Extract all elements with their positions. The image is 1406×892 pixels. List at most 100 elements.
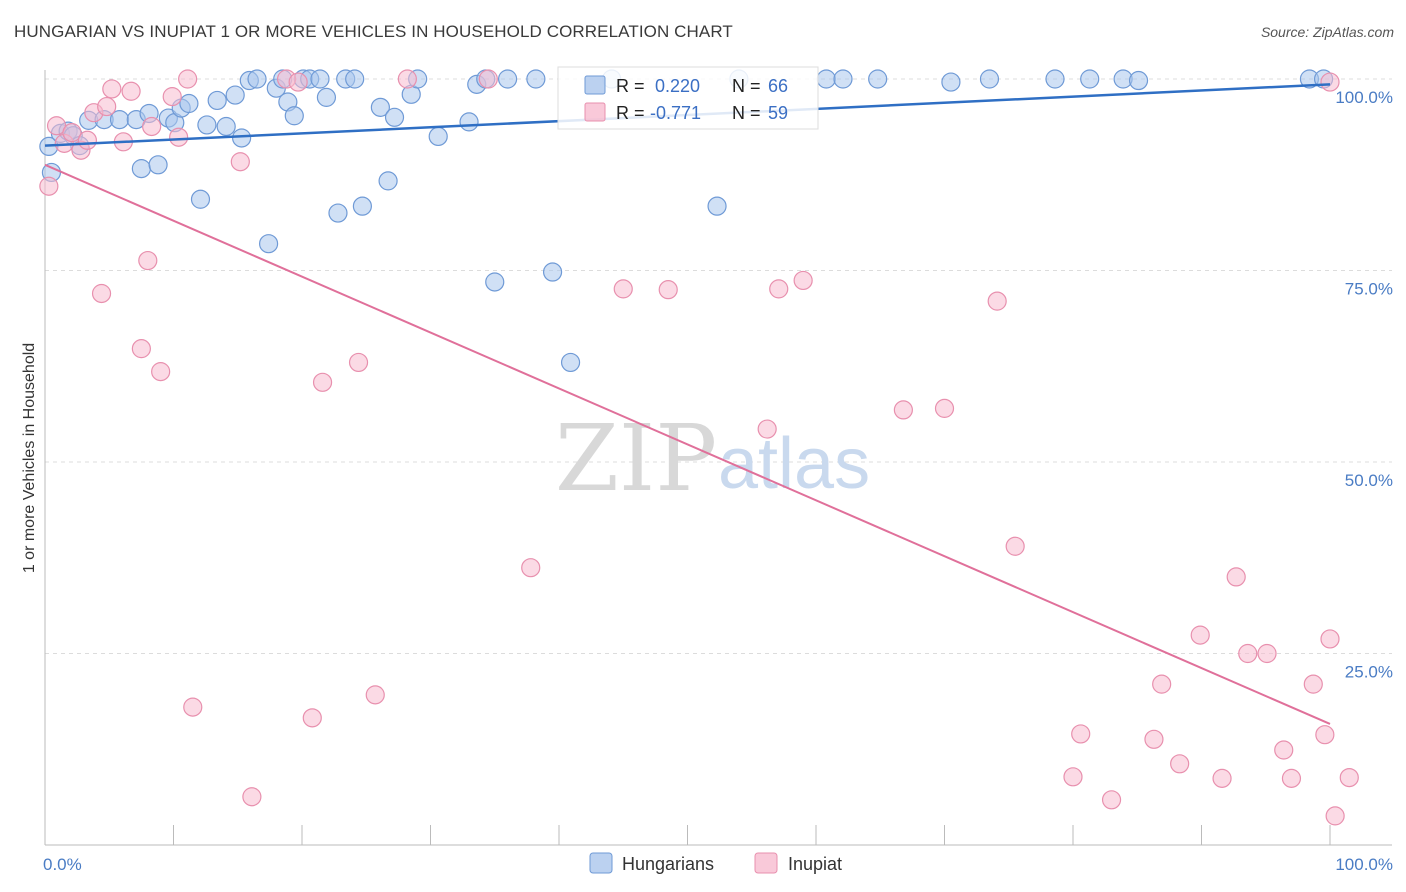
- point-inupiat: [1226, 567, 1246, 587]
- point-inupiat: [1257, 643, 1277, 664]
- point-inupiat: [793, 270, 813, 291]
- y-tick-label: 100.0%: [1335, 88, 1393, 107]
- point-hungarians: [833, 69, 853, 89]
- point-hungarians: [1045, 69, 1065, 89]
- source-credit: Source: ZipAtlas.com: [1260, 24, 1394, 40]
- y-axis-label: 1 or more Vehicles in Household: [21, 343, 38, 573]
- bottom-legend-inupiat: Inupiat: [788, 854, 842, 874]
- point-hungarians: [352, 196, 372, 216]
- point-hungarians: [526, 69, 546, 89]
- x-tick-labels: 0.0% 100.0%: [43, 855, 1393, 874]
- point-inupiat: [169, 127, 189, 147]
- point-hungarians: [370, 97, 390, 117]
- point-hungarians: [197, 115, 217, 135]
- bottom-legend-swatch-inupiat: [754, 852, 778, 874]
- point-hungarians: [485, 272, 505, 292]
- point-inupiat: [97, 96, 117, 117]
- point-inupiat: [131, 339, 151, 359]
- point-hungarians: [216, 116, 236, 137]
- point-hungarians: [378, 171, 398, 191]
- point-inupiat: [1303, 674, 1323, 694]
- point-inupiat: [1339, 767, 1359, 788]
- point-inupiat: [1071, 724, 1091, 744]
- point-inupiat: [138, 250, 158, 271]
- point-inupiat: [288, 72, 308, 92]
- y-tick-labels: 100.0% 75.0% 50.0% 25.0%: [1335, 88, 1393, 682]
- watermark: ZIP atlas: [555, 405, 870, 512]
- point-hungarians: [247, 69, 267, 89]
- series-legend: Hungarians Inupiat: [589, 852, 842, 874]
- point-inupiat: [893, 400, 913, 420]
- point-inupiat: [1152, 674, 1172, 694]
- point-inupiat: [613, 279, 633, 299]
- legend-r-label-inupiat: R =: [616, 103, 645, 123]
- point-inupiat: [1144, 729, 1164, 749]
- point-inupiat: [1320, 629, 1340, 649]
- point-inupiat: [62, 123, 82, 143]
- point-hungarians: [428, 126, 448, 147]
- point-inupiat: [121, 81, 141, 101]
- point-hungarians: [979, 69, 1000, 89]
- point-inupiat: [769, 279, 789, 299]
- point-inupiat: [365, 685, 385, 705]
- point-inupiat: [1325, 806, 1345, 826]
- point-inupiat: [102, 79, 122, 99]
- x-tick-label-max: 100.0%: [1335, 855, 1393, 874]
- legend-n-value-hungarians: 66: [768, 76, 788, 96]
- point-hungarians: [498, 69, 518, 89]
- point-inupiat: [312, 372, 333, 392]
- point-inupiat: [1320, 72, 1340, 92]
- point-hungarians: [345, 69, 365, 89]
- bottom-legend-swatch-hungarians: [589, 852, 613, 874]
- point-hungarians: [328, 203, 348, 223]
- trend-line-inupiat: [44, 163, 1331, 725]
- point-inupiat: [1274, 740, 1294, 760]
- legend-r-value-hungarians: 0.220: [655, 76, 700, 96]
- point-hungarians: [1128, 70, 1149, 91]
- point-inupiat: [77, 130, 98, 150]
- y-tick-label: 50.0%: [1345, 471, 1393, 490]
- legend-n-label-hungarians: N =: [732, 76, 761, 96]
- point-inupiat: [987, 291, 1007, 311]
- legend-r-label-hungarians: R =: [616, 76, 645, 96]
- point-inupiat: [348, 352, 369, 373]
- point-inupiat: [1101, 790, 1122, 810]
- point-hungarians: [179, 93, 199, 114]
- point-inupiat: [183, 697, 203, 717]
- point-hungarians: [542, 262, 563, 282]
- point-inupiat: [151, 362, 171, 382]
- chart-title: HUNGARIAN VS INUPIAT 1 OR MORE VEHICLES …: [14, 22, 733, 41]
- point-hungarians: [868, 69, 888, 89]
- point-inupiat: [478, 69, 498, 89]
- point-hungarians: [707, 196, 727, 216]
- legend-swatch-hungarians: [584, 75, 606, 95]
- point-hungarians: [148, 155, 168, 175]
- x-tick-label-min: 0.0%: [43, 855, 82, 874]
- point-hungarians: [190, 189, 211, 209]
- point-hungarians: [941, 72, 961, 92]
- y-tick-label: 75.0%: [1345, 280, 1393, 299]
- point-inupiat: [757, 419, 777, 439]
- legend-r-value-inupiat: -0.771: [650, 103, 701, 123]
- point-hungarians: [284, 106, 304, 126]
- point-hungarians: [816, 69, 836, 89]
- point-inupiat: [162, 87, 182, 107]
- point-inupiat: [302, 708, 322, 728]
- stats-legend: R = 0.220 N = 66 R = -0.771 N = 59: [557, 66, 819, 130]
- point-inupiat: [1063, 767, 1083, 787]
- point-inupiat: [242, 787, 262, 807]
- point-inupiat: [1170, 754, 1190, 774]
- point-inupiat: [1238, 643, 1258, 664]
- point-inupiat: [1212, 768, 1232, 788]
- point-inupiat: [397, 69, 417, 89]
- point-inupiat: [142, 116, 162, 137]
- point-inupiat: [230, 152, 250, 172]
- point-hungarians: [258, 234, 279, 254]
- point-inupiat: [39, 176, 59, 196]
- point-inupiat: [658, 280, 678, 300]
- point-inupiat: [1281, 768, 1302, 788]
- point-hungarians: [232, 128, 252, 148]
- legend-swatch-inupiat: [584, 102, 606, 122]
- point-inupiat: [521, 558, 541, 578]
